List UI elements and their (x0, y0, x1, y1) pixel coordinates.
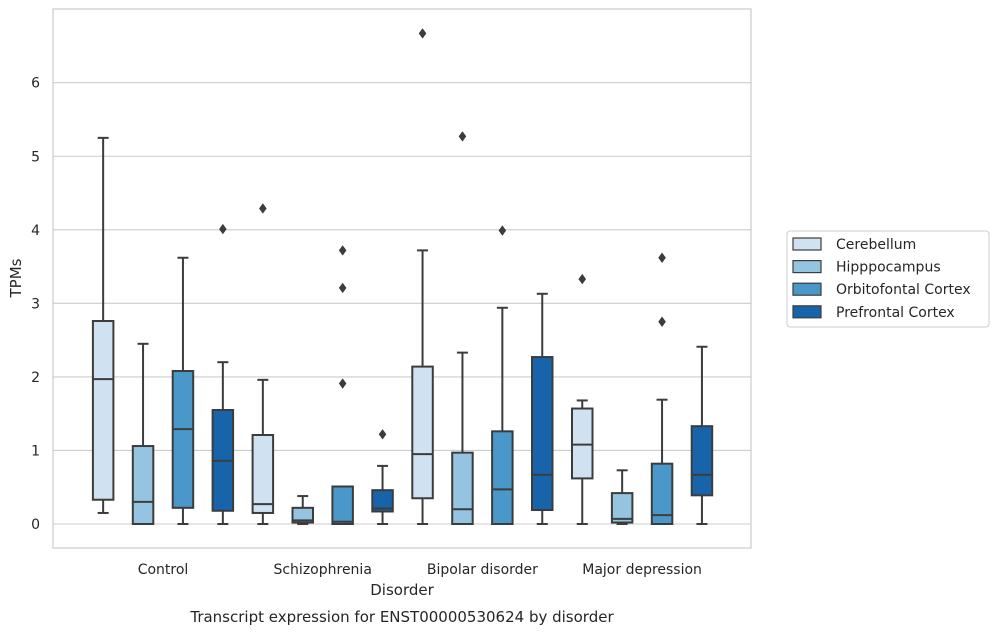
outlier-point (498, 225, 507, 236)
y-tick-label: 1 (31, 443, 40, 459)
outlier-point (338, 378, 347, 389)
box-iqr (610, 492, 634, 524)
outlier-point (658, 252, 666, 263)
y-tick-label: 5 (31, 149, 40, 165)
box-iqr (331, 485, 354, 525)
box-cerebellum-2 (411, 28, 434, 525)
legend-label: Cerebellum (836, 237, 916, 253)
chart-caption: Transcript expression for ENST0000053062… (189, 608, 614, 626)
legend-frame (786, 230, 990, 328)
box-cerebellum-1 (251, 203, 275, 525)
box-cerebellum-0 (91, 136, 115, 514)
box-iqr (491, 430, 514, 525)
box-iqr (91, 320, 115, 501)
box-hipppocampus-3 (610, 469, 634, 525)
box-iqr (690, 425, 714, 497)
boxes (91, 28, 714, 525)
y-tick-label: 3 (31, 296, 40, 312)
box-iqr (451, 451, 474, 525)
gridlines (53, 82, 751, 525)
x-tick-label: Control (138, 562, 189, 578)
outlier-point (418, 28, 427, 39)
legend-label: Orbitofontal Cortex (836, 282, 971, 298)
box-hipppocampus-0 (131, 342, 155, 525)
box-iqr (531, 356, 554, 512)
box-iqr (131, 445, 155, 525)
box-iqr (411, 365, 434, 500)
box-iqr (171, 370, 195, 509)
y-tick-label: 6 (31, 76, 40, 92)
box-orbitofontal-cortex-3 (650, 252, 674, 525)
x-axis-label: Disorder (370, 581, 434, 599)
box-iqr (291, 506, 314, 524)
box-iqr (650, 462, 674, 525)
outlier-point (259, 203, 267, 214)
legend-label: Hipppocampus (836, 260, 941, 276)
box-prefrontal-cortex-1 (371, 429, 394, 525)
outlier-point (378, 429, 387, 440)
box-iqr (571, 407, 594, 480)
x-tick-label: Schizophrenia (273, 562, 371, 578)
x-tick-label: Bipolar disorder (427, 562, 538, 578)
box-prefrontal-cortex-0 (211, 223, 235, 525)
outlier-point (658, 316, 666, 327)
plot-area (52, 8, 752, 549)
outlier-point (338, 245, 347, 256)
y-tick-label: 0 (31, 517, 40, 533)
outlier-point (338, 282, 347, 294)
y-tick-labels: 0 1 2 3 4 5 6 (31, 76, 40, 533)
legend-swatch (792, 237, 822, 251)
outlier-point (458, 131, 467, 142)
legend-swatch (792, 305, 822, 319)
outlier-point (578, 273, 587, 285)
legend-label: Prefrontal Cortex (836, 305, 955, 321)
box-prefrontal-cortex-3 (690, 345, 714, 525)
y-tick-label: 4 (31, 223, 40, 239)
box-orbitofontal-cortex-0 (171, 256, 195, 525)
box-orbitofontal-cortex-2 (491, 225, 514, 525)
box-iqr (251, 434, 275, 514)
box-iqr (371, 489, 394, 513)
legend-swatch (792, 260, 822, 274)
x-tick-labels: Control Schizophrenia Bipolar disorder Majo… (138, 562, 702, 578)
box-hipppocampus-2 (451, 131, 474, 525)
legend: Cerebellum Hipppocampus Orbitofontal Corte… (786, 230, 990, 328)
x-tick-label: Major depression (582, 562, 702, 578)
outlier-point (219, 223, 227, 235)
box-hipppocampus-1 (291, 495, 314, 525)
y-tick-label: 2 (31, 370, 40, 386)
y-axis-label: TPMs (7, 258, 25, 298)
box-orbitofontal-cortex-1 (331, 245, 354, 525)
box-cerebellum-3 (571, 273, 594, 525)
box-prefrontal-cortex-2 (531, 292, 554, 525)
legend-swatch (792, 282, 822, 296)
